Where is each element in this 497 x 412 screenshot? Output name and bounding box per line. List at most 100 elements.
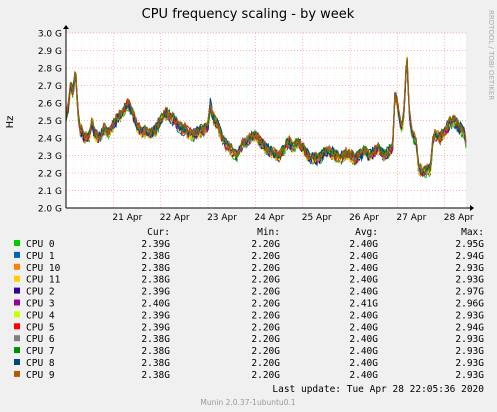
y-tick-label: 3.0 G xyxy=(38,30,62,40)
legend-swatch xyxy=(14,275,20,282)
y-tick-label: 2.8 G xyxy=(38,65,62,75)
legend-header-max: Max: xyxy=(461,227,484,238)
legend-value-max: 2.94G xyxy=(455,251,484,262)
y-tick-label: 2.2 G xyxy=(38,170,62,180)
legend-swatch xyxy=(14,299,20,306)
legend-swatch xyxy=(14,323,20,330)
legend-series-name: CPU 8 xyxy=(26,358,55,369)
legend-header-min: Min: xyxy=(257,227,280,238)
legend-value-cur: 2.38G xyxy=(141,346,170,357)
legend-value-cur: 2.38G xyxy=(141,334,170,345)
legend-value-avg: 2.40G xyxy=(349,370,378,381)
legend-value-max: 2.93G xyxy=(455,310,484,321)
legend-value-min: 2.20G xyxy=(251,299,280,310)
legend-value-max: 2.94G xyxy=(455,322,484,333)
x-axis-arrow xyxy=(470,205,474,211)
legend-header-avg: Avg: xyxy=(355,227,378,238)
legend-value-min: 2.20G xyxy=(251,263,280,274)
legend-value-cur: 2.38G xyxy=(141,358,170,369)
legend-value-avg: 2.40G xyxy=(349,239,378,250)
y-tick-label: 2.7 G xyxy=(38,82,62,92)
legend-value-cur: 2.38G xyxy=(141,275,170,286)
legend-value-min: 2.20G xyxy=(251,334,280,345)
legend-value-max: 2.95G xyxy=(455,239,484,250)
legend-value-cur: 2.39G xyxy=(141,287,170,298)
x-tick-label: 24 Apr xyxy=(254,213,284,223)
rrdtool-side-label: RRDTOOL / TOBI OETIKER xyxy=(487,10,495,100)
y-tick-label: 2.9 G xyxy=(38,47,62,57)
legend-value-cur: 2.38G xyxy=(141,263,170,274)
legend-value-min: 2.20G xyxy=(251,310,280,321)
last-update: Last update: Tue Apr 28 22:05:36 2020 xyxy=(272,384,484,395)
y-tick-label: 2.6 G xyxy=(38,100,62,110)
legend-value-avg: 2.40G xyxy=(349,310,378,321)
y-tick-label: 2.3 G xyxy=(38,152,62,162)
legend-header-cur: Cur: xyxy=(147,227,170,238)
legend-value-avg: 2.40G xyxy=(349,334,378,345)
y-axis-arrow xyxy=(63,25,69,29)
munin-version-footer: Munin 2.0.37-1ubuntu0.1 xyxy=(200,398,295,407)
legend-series-name: CPU 6 xyxy=(26,334,55,345)
y-tick-label: 2.0 G xyxy=(38,205,62,215)
legend-swatch xyxy=(14,240,20,246)
legend-value-cur: 2.39G xyxy=(141,310,170,321)
legend-swatch xyxy=(14,347,20,354)
series-line-cpu-9 xyxy=(65,58,467,175)
x-tick-label: 25 Apr xyxy=(302,213,332,223)
legend-series-name: CPU 9 xyxy=(26,370,55,381)
legend-value-max: 2.93G xyxy=(455,370,484,381)
legend-value-avg: 2.40G xyxy=(349,346,378,357)
legend-value-avg: 2.40G xyxy=(349,275,378,286)
legend-series-name: CPU 2 xyxy=(26,287,55,298)
x-tick-label: 27 Apr xyxy=(396,213,426,223)
legend-series-name: CPU 10 xyxy=(26,263,61,274)
legend-value-min: 2.20G xyxy=(251,275,280,286)
legend-value-min: 2.20G xyxy=(251,322,280,333)
legend-swatch xyxy=(14,335,20,342)
y-tick-label: 2.1 G xyxy=(38,187,62,197)
legend-value-cur: 2.40G xyxy=(141,299,170,310)
legend-value-min: 2.20G xyxy=(251,358,280,369)
legend-value-max: 2.96G xyxy=(455,299,484,310)
legend-value-max: 2.93G xyxy=(455,358,484,369)
legend-swatch xyxy=(14,311,20,318)
y-axis-label: Hz xyxy=(5,116,16,129)
legend-value-cur: 2.38G xyxy=(141,251,170,262)
legend-swatch xyxy=(14,359,20,365)
legend-value-avg: 2.40G xyxy=(349,251,378,262)
legend-value-avg: 2.40G xyxy=(349,287,378,298)
x-tick-label: 21 Apr xyxy=(112,213,142,223)
legend-series-name: CPU 1 xyxy=(26,251,55,262)
legend-value-avg: 2.41G xyxy=(349,299,378,310)
legend-swatch xyxy=(14,263,20,270)
legend-value-max: 2.93G xyxy=(455,263,484,274)
legend-swatch xyxy=(14,251,20,258)
legend-series-name: CPU 11 xyxy=(26,275,61,286)
chart-title: CPU frequency scaling - by week xyxy=(142,7,355,22)
legend-value-min: 2.20G xyxy=(251,287,280,298)
y-tick-label: 2.4 G xyxy=(38,135,62,145)
legend-value-cur: 2.38G xyxy=(141,370,170,381)
legend-value-min: 2.20G xyxy=(251,251,280,262)
legend-value-cur: 2.39G xyxy=(141,239,170,250)
legend-value-avg: 2.40G xyxy=(349,263,378,274)
x-tick-label: 28 Apr xyxy=(444,213,474,223)
legend-value-min: 2.20G xyxy=(251,239,280,250)
legend-value-max: 2.93G xyxy=(455,275,484,286)
legend-series-name: CPU 5 xyxy=(26,322,55,333)
x-tick-label: 22 Apr xyxy=(160,213,190,223)
legend-series-name: CPU 0 xyxy=(26,239,55,250)
x-tick-label: 26 Apr xyxy=(349,213,379,223)
legend-value-max: 2.93G xyxy=(455,346,484,357)
legend-swatch xyxy=(14,370,20,377)
y-tick-label: 2.5 G xyxy=(38,117,62,127)
legend-value-min: 2.20G xyxy=(251,370,280,381)
legend-value-avg: 2.40G xyxy=(349,322,378,333)
legend-value-cur: 2.39G xyxy=(141,322,170,333)
legend-value-max: 2.93G xyxy=(455,334,484,345)
legend-swatch xyxy=(14,287,20,294)
legend-value-max: 2.97G xyxy=(455,287,484,298)
x-tick-label: 23 Apr xyxy=(207,213,237,223)
